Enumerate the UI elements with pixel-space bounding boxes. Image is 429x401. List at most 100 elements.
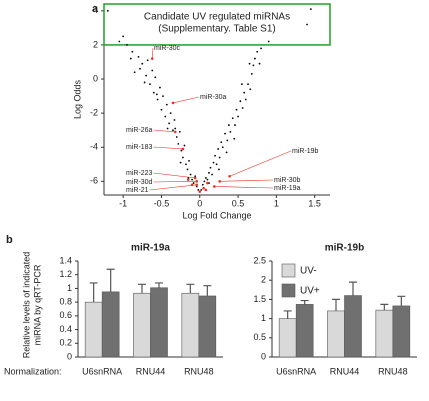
point — [306, 23, 308, 26]
point — [229, 131, 232, 133]
annotation-point — [171, 101, 175, 105]
error-bar — [138, 283, 146, 294]
point — [106, 9, 109, 12]
bar — [101, 291, 120, 358]
annotation-label: miR-223 — [126, 170, 153, 177]
bar — [392, 305, 411, 358]
x-tick-label: 1.5 — [308, 198, 321, 208]
point — [133, 71, 136, 74]
error-bar — [332, 298, 340, 311]
point — [183, 144, 186, 147]
point — [227, 124, 230, 126]
bar — [198, 295, 217, 358]
point — [221, 146, 224, 149]
point — [233, 137, 236, 140]
x-axis-label: Normalization: — [4, 366, 62, 376]
point — [226, 139, 229, 142]
x-tick-label: RNU48 — [378, 366, 408, 376]
point — [267, 40, 270, 43]
legend-label: UV+ — [300, 286, 320, 297]
point — [155, 93, 158, 96]
y-tick-label: 0 — [93, 73, 98, 83]
x-tick-label: -0.5 — [154, 198, 170, 208]
y-tick-label: 2 — [93, 39, 98, 49]
point — [200, 188, 203, 191]
x-tick-label: RNU44 — [136, 366, 166, 376]
point — [122, 35, 125, 38]
point — [126, 44, 128, 46]
error-bar — [300, 299, 309, 305]
legend-swatch — [281, 263, 296, 278]
point — [240, 83, 243, 86]
error-bar — [203, 285, 212, 296]
point — [215, 163, 218, 166]
point — [204, 177, 207, 179]
panel-label: a — [92, 3, 99, 15]
point — [208, 171, 210, 174]
point — [182, 156, 184, 159]
highlight-point — [202, 186, 205, 190]
chart-title: miR-19b — [325, 243, 364, 254]
point — [218, 156, 221, 159]
point — [218, 168, 220, 171]
annotation-point — [150, 57, 154, 60]
point — [166, 127, 169, 130]
y-axis-label: miRNA by qRT-PCR — [32, 264, 42, 345]
y-axis-label: Log Odds — [72, 79, 82, 119]
y-tick-label: 2.5 — [253, 255, 266, 265]
point — [234, 124, 236, 126]
point — [247, 83, 249, 86]
annotation-point — [213, 185, 216, 188]
point — [195, 185, 198, 188]
highlight-point — [206, 181, 209, 185]
y-axis-label: Relative levels of indicated — [21, 252, 31, 359]
y-tick-label: -4 — [90, 142, 98, 152]
point — [309, 8, 312, 11]
point — [162, 95, 164, 97]
point — [191, 178, 194, 181]
box-text: (Supplementary. Table S1) — [158, 24, 275, 35]
annotation-line — [219, 179, 274, 182]
point — [165, 103, 168, 106]
point — [249, 88, 252, 91]
point — [151, 69, 154, 72]
point — [258, 62, 261, 65]
point — [188, 159, 190, 162]
error-bar — [155, 282, 163, 288]
error-bar — [397, 295, 406, 306]
x-tick-label: -1 — [119, 198, 127, 208]
point — [185, 163, 187, 166]
point — [131, 50, 134, 53]
highlight-point — [204, 188, 208, 192]
y-tick-label: 1.4 — [59, 255, 72, 265]
point — [214, 154, 216, 157]
annotation-line — [214, 186, 274, 189]
y-tick-label: 0 — [261, 351, 266, 361]
point — [220, 141, 223, 144]
bar — [375, 309, 394, 358]
point — [145, 74, 148, 77]
point — [179, 161, 182, 164]
point — [172, 129, 174, 132]
y-tick-label: 0.6 — [59, 310, 72, 320]
point — [235, 108, 238, 111]
point — [159, 86, 161, 89]
annotation-label: miR-30d — [126, 179, 153, 186]
annotation-point — [218, 180, 221, 183]
annotation-point — [228, 174, 231, 178]
bar — [278, 318, 297, 358]
point — [180, 149, 183, 152]
y-tick-label: 0.5 — [253, 332, 266, 342]
legend-swatch — [281, 283, 296, 298]
point — [252, 64, 255, 67]
bar — [133, 292, 151, 358]
x-tick-label: RNU48 — [184, 366, 214, 376]
error-bar — [89, 282, 98, 303]
error-bar — [349, 281, 357, 296]
x-tick-label: 0 — [197, 198, 202, 208]
annotation-label: miR-30a — [200, 94, 227, 101]
annotation-line — [153, 146, 183, 150]
point — [225, 151, 228, 154]
annotation-label: miR-19a — [274, 185, 301, 192]
point — [137, 55, 140, 58]
